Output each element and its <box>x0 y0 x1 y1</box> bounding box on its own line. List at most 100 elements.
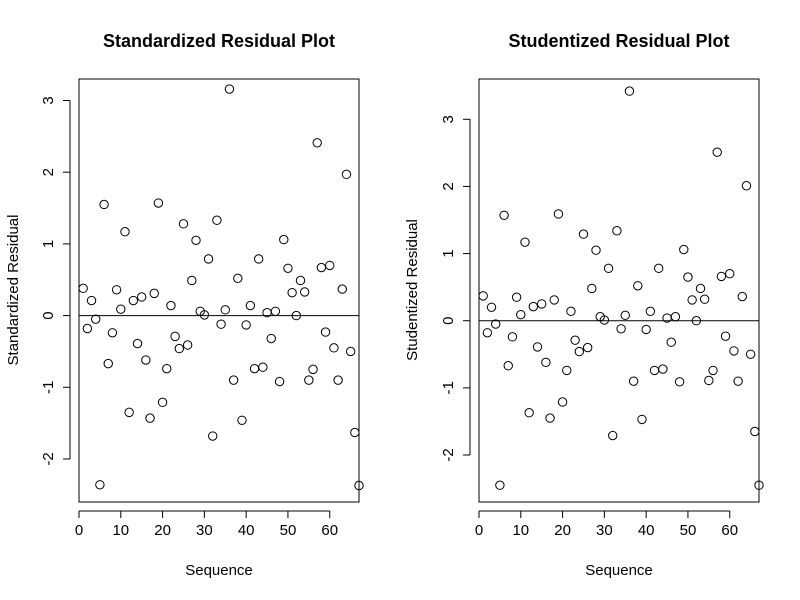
data-point-standardized <box>107 328 118 338</box>
data-point-standardized <box>304 375 314 385</box>
data-point-studentized <box>578 229 589 239</box>
data-point-standardized <box>320 327 331 337</box>
data-point-studentized <box>691 316 702 326</box>
data-point-studentized <box>491 319 501 329</box>
y-tick-label-studentized: 3 <box>440 115 457 123</box>
data-point-studentized <box>658 364 668 374</box>
data-point-studentized <box>654 263 664 274</box>
y-tick-label-standardized: 1 <box>40 240 57 248</box>
data-point-standardized <box>287 287 297 298</box>
data-point-standardized <box>141 355 151 365</box>
data-point-studentized <box>608 430 618 441</box>
studentized-residual-panel: Studentized Residual Plot Sequence Stude… <box>404 31 764 579</box>
data-point-studentized <box>503 361 513 371</box>
x-tick-label-standardized: 60 <box>321 522 338 539</box>
x-tick-label-standardized: 40 <box>238 522 255 539</box>
data-points-studentized <box>478 86 764 490</box>
data-point-standardized <box>274 376 285 387</box>
data-point-standardized <box>187 275 197 286</box>
data-point-studentized <box>545 413 555 423</box>
data-point-standardized <box>254 254 264 264</box>
x-axis-label-standardized: Sequence <box>185 562 253 579</box>
data-point-studentized <box>511 292 522 302</box>
data-point-standardized <box>191 235 201 246</box>
data-point-standardized <box>333 375 343 385</box>
y-axis-label-studentized: Studentized Residual <box>404 219 421 361</box>
x-tick-label-studentized: 60 <box>721 522 738 539</box>
data-point-standardized <box>325 260 335 271</box>
data-point-studentized <box>699 294 710 304</box>
x-axis-standardized: 0 10 20 30 40 50 60 <box>75 510 338 539</box>
data-point-studentized <box>499 210 509 221</box>
x-tick-label-standardized: 20 <box>154 522 171 539</box>
x-tick-label-studentized: 50 <box>680 522 697 539</box>
data-point-studentized <box>628 376 639 386</box>
x-tick-label-studentized: 40 <box>638 522 655 539</box>
y-tick-label-standardized: -2 <box>40 452 57 465</box>
data-point-studentized <box>582 342 593 353</box>
data-point-studentized <box>482 328 493 338</box>
data-point-standardized <box>291 310 302 321</box>
data-point-standardized <box>111 285 122 295</box>
data-point-standardized <box>312 138 322 148</box>
chart-title-standardized: Standardized Residual Plot <box>103 31 335 51</box>
data-point-studentized <box>599 315 610 325</box>
data-point-studentized <box>666 337 676 347</box>
data-point-standardized <box>341 169 352 180</box>
data-point-studentized <box>716 271 727 282</box>
data-point-studentized <box>704 375 714 386</box>
data-point-studentized <box>679 244 689 255</box>
x-axis-label-studentized: Sequence <box>585 562 653 579</box>
data-point-standardized <box>295 275 306 286</box>
data-point-studentized <box>620 310 630 321</box>
data-point-standardized <box>203 254 214 264</box>
data-point-standardized <box>345 346 356 357</box>
data-point-studentized <box>649 365 660 376</box>
x-tick-label-studentized: 20 <box>554 522 571 539</box>
x-tick-label-studentized: 10 <box>512 522 529 539</box>
data-points-standardized <box>78 84 364 491</box>
y-tick-label-studentized: -1 <box>440 381 457 394</box>
data-point-standardized <box>258 362 268 372</box>
standardized-residual-panel: Standardized Residual Plot Sequence Stan… <box>5 31 364 579</box>
data-point-standardized <box>279 234 289 245</box>
data-point-studentized <box>633 281 643 291</box>
data-point-studentized <box>733 376 743 386</box>
y-tick-label-studentized: 1 <box>440 249 457 257</box>
data-point-studentized <box>624 86 635 96</box>
data-point-standardized <box>329 343 339 353</box>
data-point-standardized <box>178 219 189 229</box>
data-point-standardized <box>245 300 256 311</box>
x-tick-label-standardized: 50 <box>280 522 297 539</box>
data-point-studentized <box>641 324 651 335</box>
y-tick-label-studentized: -2 <box>440 448 457 461</box>
data-point-standardized <box>86 295 97 306</box>
data-point-standardized <box>136 292 147 302</box>
data-point-standardized <box>228 375 239 385</box>
data-point-standardized <box>308 364 318 375</box>
y-tick-label-studentized: 0 <box>440 317 457 325</box>
data-point-studentized <box>674 377 685 387</box>
data-point-studentized <box>750 426 760 437</box>
x-tick-label-studentized: 30 <box>596 522 613 539</box>
data-point-studentized <box>570 335 580 345</box>
data-point-studentized <box>687 295 697 305</box>
data-point-standardized <box>220 305 230 315</box>
data-point-studentized <box>737 291 747 302</box>
data-point-studentized <box>549 295 559 305</box>
data-point-studentized <box>712 147 722 157</box>
y-tick-label-standardized: 3 <box>40 96 57 104</box>
data-point-studentized <box>637 414 647 425</box>
data-point-standardized <box>182 340 193 350</box>
data-point-studentized <box>495 480 505 490</box>
y-axis-studentized: -2 -1 0 1 2 3 <box>440 115 471 462</box>
data-point-standardized <box>132 338 143 349</box>
data-point-studentized <box>729 346 739 356</box>
data-point-standardized <box>91 314 101 324</box>
plot-frame-standardized <box>78 78 360 503</box>
data-point-studentized <box>478 291 488 301</box>
data-point-standardized <box>145 413 155 423</box>
y-tick-label-standardized: -1 <box>40 381 57 394</box>
data-point-standardized <box>233 273 243 284</box>
